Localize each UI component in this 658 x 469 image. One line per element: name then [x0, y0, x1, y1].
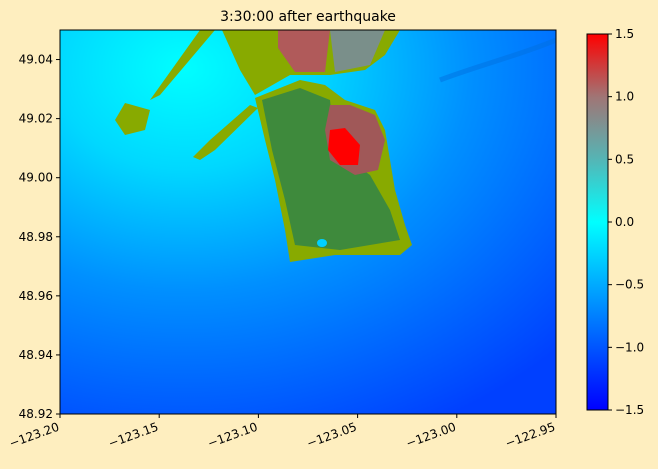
y-tick-label: 49.04 — [19, 53, 53, 67]
x-tick-label: −122.95 — [503, 420, 557, 451]
y-tick-label: 48.94 — [19, 348, 53, 362]
colorbar — [586, 33, 609, 411]
y-tick-label: 48.96 — [19, 289, 53, 303]
y-tick-label: 48.98 — [19, 230, 53, 244]
colorbar-tick-label: −0.5 — [615, 278, 644, 292]
colorbar-tick-label: 1.5 — [615, 27, 634, 41]
colorbar-tick-label: 0.5 — [615, 152, 634, 166]
y-tick-label: 48.92 — [19, 407, 53, 421]
x-tick-label: −123.15 — [107, 420, 161, 451]
x-tick-label: −123.05 — [305, 420, 359, 451]
simulation-image — [60, 30, 556, 414]
axes-frame — [59, 29, 557, 415]
colorbar-tick-label: 1.0 — [615, 90, 634, 104]
chart-title: 3:30:00 after earthquake — [220, 9, 396, 25]
colorbar-tick-label: −1.5 — [615, 403, 644, 417]
x-tick-label: −123.20 — [7, 420, 61, 451]
colorbar-tick-label: 0.0 — [615, 215, 634, 229]
colorbar-tick-label: −1.0 — [615, 340, 644, 354]
x-tick-label: −123.00 — [404, 420, 458, 451]
y-tick-label: 49.00 — [19, 171, 53, 185]
x-tick-label: −123.10 — [206, 420, 260, 451]
y-tick-label: 49.02 — [19, 112, 53, 126]
